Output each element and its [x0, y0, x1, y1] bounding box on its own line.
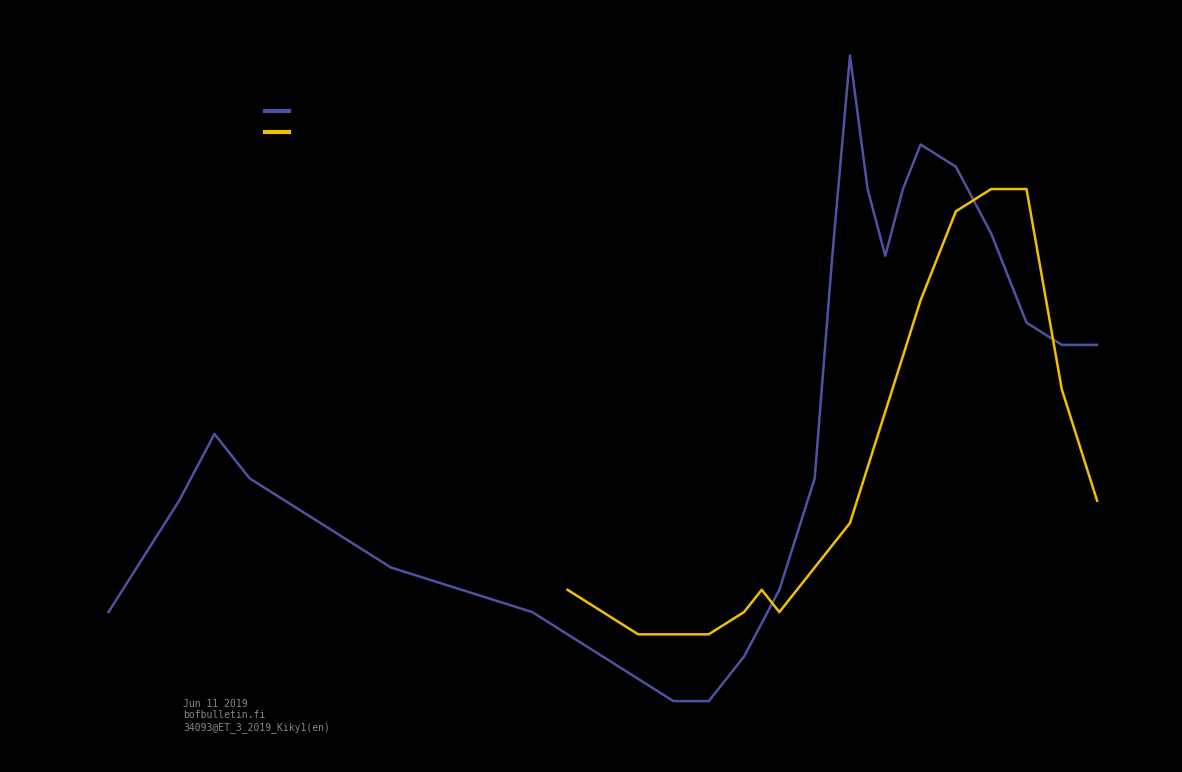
Text: Jun 11 2019
bofbulletin.fi
34093@ET_3_2019_Kiky1(en): Jun 11 2019 bofbulletin.fi 34093@ET_3_20… — [183, 699, 330, 733]
Legend: , : , — [261, 100, 300, 144]
